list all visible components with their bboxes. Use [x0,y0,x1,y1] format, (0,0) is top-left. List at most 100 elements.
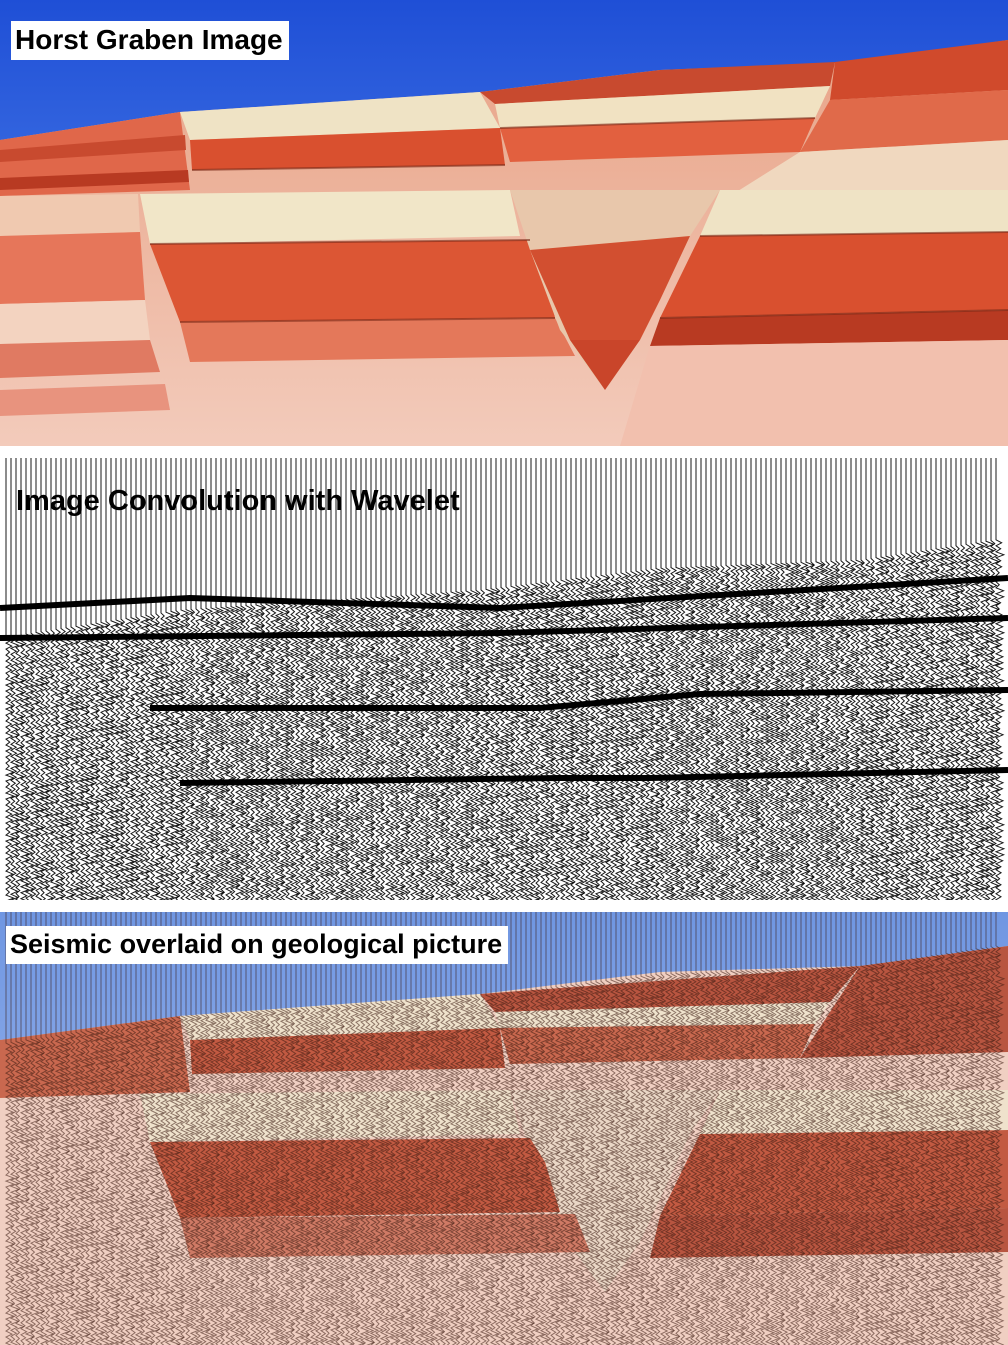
wiggle-trace [264,912,276,1345]
wiggle-trace [754,912,766,1345]
wiggle-trace [329,458,341,900]
wiggle-trace [579,912,591,1345]
wiggle-trace [189,912,201,1345]
wiggle-trace [24,458,36,900]
wiggle-trace [679,458,691,900]
wiggle-trace [784,912,796,1345]
wiggle-trace [804,912,816,1345]
wiggle-trace [459,458,471,900]
wiggle-trace [354,912,366,1345]
wiggle-trace [144,458,156,900]
wiggle-trace [444,458,456,900]
wiggle-trace [159,458,171,900]
wiggle-trace [389,912,401,1345]
wiggle-trace [74,912,86,1345]
wiggle-trace [774,912,786,1345]
wiggle-trace [774,458,786,900]
wiggle-trace [104,912,116,1345]
wiggle-trace [859,458,871,900]
wiggle-trace [504,912,516,1345]
wiggle-trace [249,458,261,900]
wiggle-trace [414,458,426,900]
wiggle-trace [944,458,956,900]
seismic-overlay-photo [0,912,1008,1345]
wiggle-trace [519,458,531,900]
wiggle-trace [824,912,836,1345]
seismic-overlay-panel: Seismic overlaid on geological picture [0,912,1008,1345]
wiggle-trace [694,912,706,1345]
wiggle-trace [4,458,16,900]
wiggle-trace [934,912,946,1345]
wiggle-trace [919,912,931,1345]
wiggle-trace [649,912,661,1345]
wiggle-trace [79,912,91,1345]
wiggle-trace [299,912,311,1345]
wiggle-trace [924,912,936,1345]
horizon-band [0,575,1008,612]
wiggle-trace [779,458,791,900]
wiggle-trace [969,912,981,1345]
wiggle-trace [149,912,161,1345]
wiggle-trace [159,912,171,1345]
wiggle-trace [739,912,751,1345]
wiggle-trace [34,458,46,900]
wiggle-trace [959,458,971,900]
wiggle-trace [794,912,806,1345]
wiggle-trace [704,458,716,900]
wiggle-trace [634,912,646,1345]
wiggle-trace [639,912,651,1345]
wiggle-trace [939,458,951,900]
wiggle-trace [444,912,456,1345]
wiggle-trace [89,912,101,1345]
wiggle-trace [754,458,766,900]
wiggle-trace [179,912,191,1345]
wiggle-trace [264,458,276,900]
wiggle-trace [849,912,861,1345]
wiggle-trace [244,458,256,900]
wiggle-trace [924,458,936,900]
wiggle-trace [934,458,946,900]
wiggle-trace [384,912,396,1345]
wiggle-trace [604,458,616,900]
wiggle-trace [624,458,636,900]
wiggle-trace [704,912,716,1345]
wiggle-trace [854,912,866,1345]
wiggle-trace [879,912,891,1345]
wiggle-trace [699,458,711,900]
wiggle-trace [749,912,761,1345]
wiggle-trace [144,912,156,1345]
wiggle-trace [964,458,976,900]
wiggle-trace [524,912,536,1345]
wiggle-trace [439,912,451,1345]
wiggle-trace [329,912,341,1345]
wiggle-trace [194,912,206,1345]
wiggle-trace [194,458,206,900]
wiggle-trace [884,458,896,900]
wiggle-trace [334,458,346,900]
wiggle-trace [509,458,521,900]
wiggle-trace [109,458,121,900]
wiggle-trace [499,458,511,900]
wiggle-trace [569,912,581,1345]
wiggle-trace [364,458,376,900]
wiggle-trace [734,458,746,900]
wiggle-trace [59,458,71,900]
wiggle-trace [874,458,886,900]
wiggle-trace [659,458,671,900]
wiggle-trace [844,458,856,900]
wiggle-trace [399,458,411,900]
wiggle-trace [339,912,351,1345]
wiggle-trace [884,912,896,1345]
wiggle-trace [979,458,991,900]
wiggle-trace [374,458,386,900]
wiggle-trace [129,458,141,900]
wiggle-trace [234,458,246,900]
wiggle-trace [269,458,281,900]
wiggle-trace [39,912,51,1345]
wiggle-trace [229,458,241,900]
wiggle-trace [984,912,996,1345]
wiggle-trace [179,458,191,900]
wiggle-trace [609,458,621,900]
wiggle-trace [174,912,186,1345]
wiggle-trace [129,912,141,1345]
